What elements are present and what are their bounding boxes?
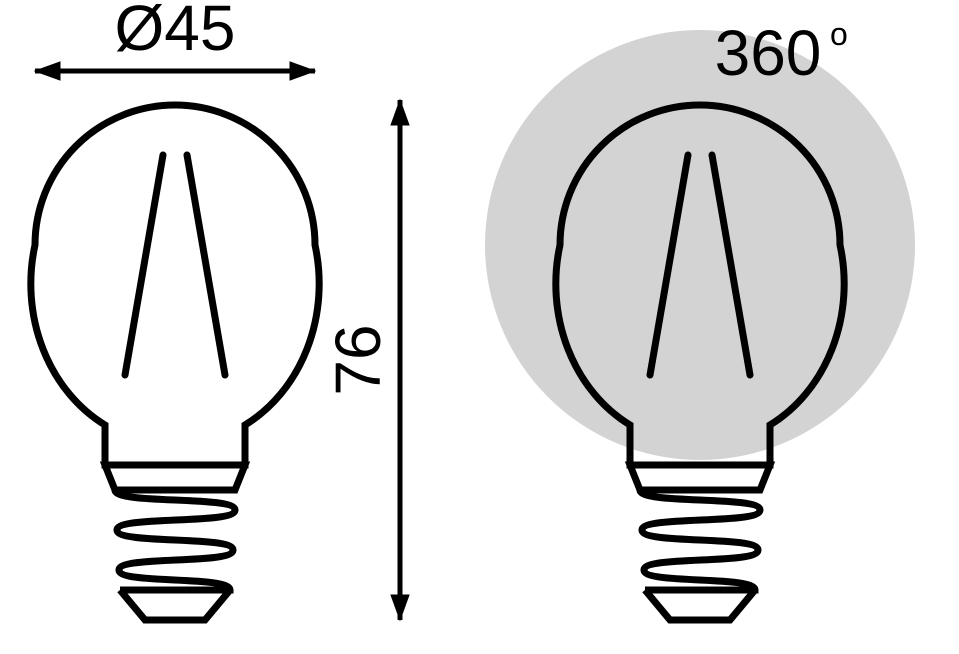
svg-text:360: 360 <box>715 17 822 89</box>
diameter-label: Ø45 <box>115 0 236 64</box>
diameter-dimension <box>35 62 315 80</box>
bulb-left <box>31 105 319 620</box>
bulb-dimension-diagram: Ø45 76 360 o <box>0 0 959 654</box>
height-label: 76 <box>322 324 394 395</box>
svg-text:o: o <box>830 16 848 52</box>
beam-angle-halo <box>485 30 915 460</box>
